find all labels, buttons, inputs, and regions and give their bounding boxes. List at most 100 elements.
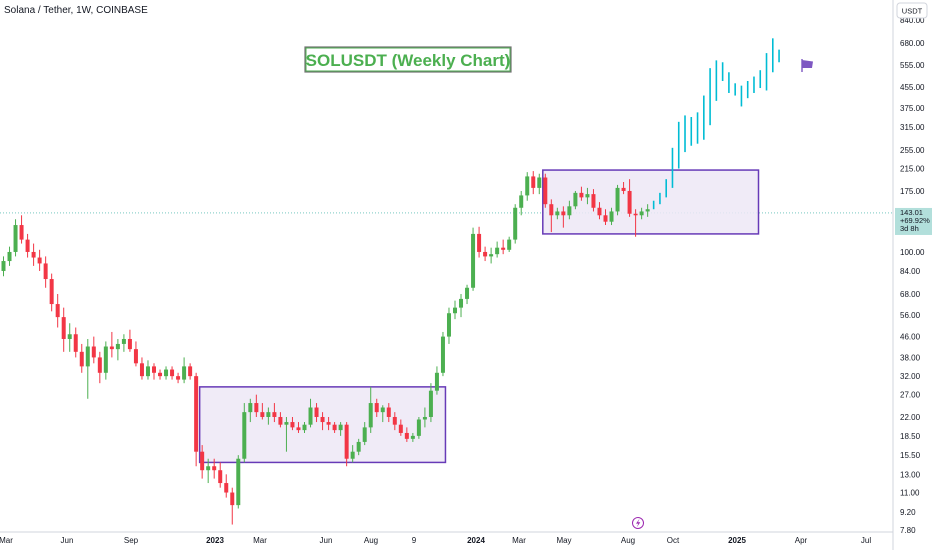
candle-body: [591, 194, 596, 208]
range-box-2: [542, 169, 760, 235]
candle-body: [374, 403, 379, 413]
candle-body: [49, 279, 54, 305]
candle-body: [459, 298, 464, 308]
candle-body: [639, 211, 644, 216]
time-tick-label: Mar: [0, 536, 13, 545]
candle-body: [507, 239, 512, 250]
currency-label: USDT: [902, 7, 923, 16]
candle-body: [537, 177, 542, 188]
price-tick-label: 7.80: [900, 526, 916, 535]
candle-body: [121, 338, 126, 344]
candle-body: [194, 376, 199, 452]
candle-body: [188, 366, 193, 377]
candle-body: [97, 357, 102, 373]
candle-body: [212, 466, 217, 471]
candle-body: [296, 427, 301, 431]
time-tick-label: May: [556, 536, 571, 545]
candle-body: [79, 351, 84, 367]
candle-body: [362, 427, 367, 442]
candle-body: [350, 451, 355, 459]
candle-body: [272, 412, 277, 417]
candle-body: [356, 441, 361, 452]
candle-body: [91, 346, 96, 358]
candle-body: [43, 263, 48, 280]
time-tick-label: 2024: [467, 536, 485, 545]
candle-body: [248, 403, 253, 413]
candle-body: [404, 432, 409, 439]
candle-body: [465, 287, 470, 299]
candle-body: [513, 207, 518, 240]
candle-body: [145, 366, 150, 377]
candle-body: [615, 187, 620, 212]
candle-body: [158, 372, 163, 377]
chart-title-box: SOLUSDT (Weekly Chart): [304, 46, 512, 73]
candle-body: [115, 343, 120, 350]
candle-body: [368, 403, 373, 428]
current-price-tag: 143.01 +69.92% 3d 8h: [895, 207, 932, 235]
candle-body: [555, 211, 560, 216]
current-price-countdown: 3d 8h: [900, 224, 919, 233]
candle-body: [380, 407, 385, 413]
candle-body: [434, 372, 439, 391]
candle-body: [603, 215, 608, 222]
currency-button[interactable]: USDT: [896, 2, 928, 19]
time-axis[interactable]: Mar Jun Sep 2023 Mar Jun Aug 9 2024 Mar May Aug Oct 2…: [0, 536, 871, 545]
price-tick-label: 84.00: [900, 267, 921, 276]
candle-body: [254, 403, 259, 413]
candle-body: [139, 363, 144, 377]
time-tick-label: 2025: [728, 536, 746, 545]
price-tick-label: 555.00: [900, 61, 925, 70]
candle-body: [579, 192, 584, 198]
candle-body: [170, 369, 175, 377]
price-tick-label: 315.00: [900, 123, 925, 132]
candle-body: [152, 366, 156, 373]
lightning-icon[interactable]: [632, 517, 644, 529]
price-tick-label: 680.00: [900, 39, 925, 48]
candle-body: [19, 225, 24, 240]
price-axis[interactable]: 840.00 680.00 555.00 455.00 375.00 315.00 255.…: [900, 16, 925, 535]
time-tick-label: Jun: [61, 536, 74, 545]
candle-body: [224, 483, 229, 493]
candles: [1, 171, 650, 525]
candle-body: [1, 261, 6, 271]
price-tick-label: 22.00: [900, 413, 921, 422]
candle-body: [320, 416, 325, 423]
price-tick-label: 18.50: [900, 432, 921, 441]
candle-body: [597, 207, 602, 216]
price-tick-label: 100.00: [900, 248, 925, 257]
time-tick-label: Sep: [124, 536, 139, 545]
candle-body: [621, 187, 626, 191]
candle-body: [326, 422, 331, 425]
candle-body: [133, 349, 138, 364]
candle-body: [200, 451, 205, 471]
candle-body: [127, 338, 132, 350]
candle-body: [308, 407, 313, 425]
candle-body: [176, 376, 181, 380]
candle-body: [495, 247, 500, 255]
candle-body: [13, 225, 18, 252]
candle-body: [73, 334, 78, 352]
candle-body: [392, 416, 397, 425]
candle-body: [386, 407, 391, 417]
time-tick-label: Jul: [861, 536, 871, 545]
candle-body: [344, 424, 349, 459]
candle-body: [531, 176, 536, 188]
candle-body: [206, 466, 211, 471]
candle-body: [398, 424, 403, 433]
candle-body: [260, 412, 265, 417]
consolidation-boxes: [198, 169, 760, 464]
price-tick-label: 32.00: [900, 372, 921, 381]
chart-title: SOLUSDT (Weekly Chart): [306, 51, 511, 70]
candle-body: [567, 206, 572, 216]
price-tick-label: 175.00: [900, 187, 925, 196]
price-tick-label: 255.00: [900, 146, 925, 155]
candle-body: [284, 422, 289, 425]
time-tick-label: Aug: [621, 536, 635, 545]
price-tick-label: 13.00: [900, 470, 921, 479]
candle-body: [609, 211, 614, 222]
price-tick-label: 215.00: [900, 165, 925, 174]
price-tick-label: 27.00: [900, 391, 921, 400]
candle-body: [55, 304, 60, 318]
price-tick-label: 455.00: [900, 83, 925, 92]
